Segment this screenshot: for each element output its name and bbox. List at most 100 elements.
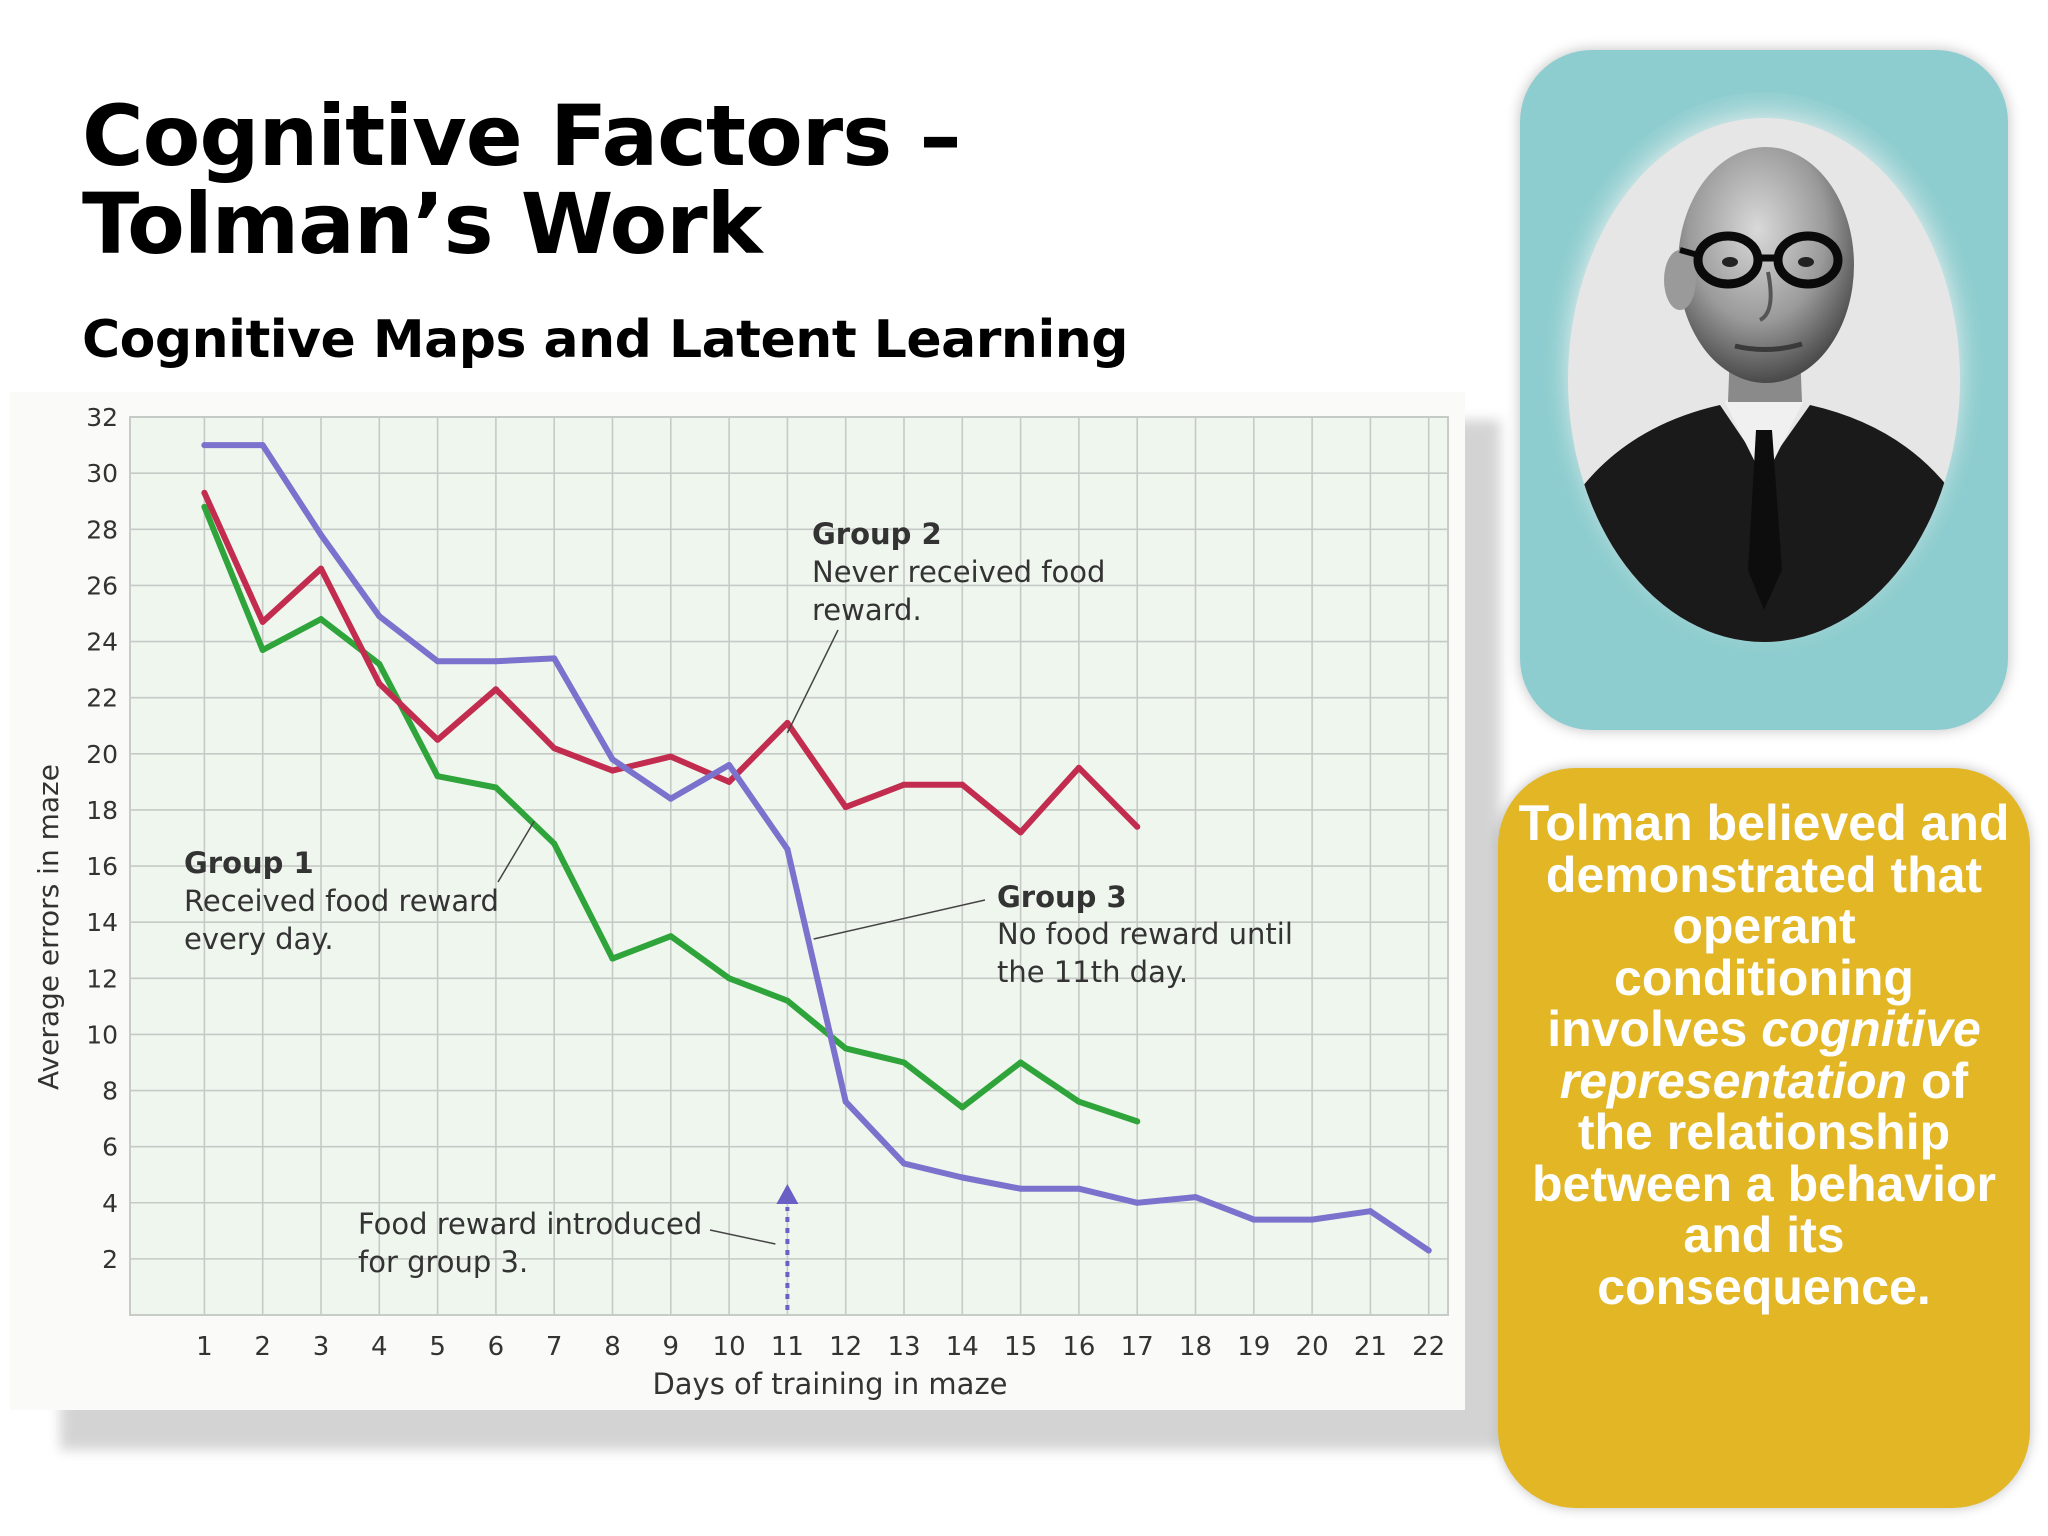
- x-tick-label: 2: [254, 1332, 271, 1362]
- group3-line2: the 11th day.: [997, 955, 1188, 989]
- series-2-point: [959, 781, 966, 788]
- man-portrait-photo: [1542, 92, 1986, 668]
- series-1-point: [318, 616, 324, 623]
- group1-line1: Received food reward: [184, 884, 499, 918]
- series-2-point: [376, 680, 383, 687]
- group2-line2: reward.: [812, 593, 922, 627]
- caption-emphasis: cognitive representation: [1559, 1001, 1981, 1109]
- x-tick-label: 19: [1237, 1332, 1270, 1362]
- series-2-point: [1134, 823, 1141, 830]
- series-1-point: [1075, 1098, 1082, 1105]
- series-1-point: [784, 997, 791, 1004]
- series-2-point: [901, 781, 907, 788]
- x-tick-label: 11: [771, 1332, 804, 1362]
- series-2-point: [551, 745, 558, 752]
- y-tick-label: 22: [86, 684, 118, 713]
- y-tick-label: 32: [86, 403, 118, 432]
- series-3-point: [1250, 1216, 1257, 1223]
- food-reward-arrowhead: [776, 1184, 799, 1204]
- x-axis-label: Days of training in maze: [652, 1367, 1007, 1401]
- group2-leader-line: [786, 629, 839, 734]
- series-3-point: [1309, 1216, 1316, 1223]
- series-2-point: [726, 778, 733, 785]
- series-2-point: [667, 753, 674, 760]
- slide-subtitle: Cognitive Maps and Latent Learning: [82, 310, 1129, 370]
- x-tick-label: 21: [1354, 1332, 1387, 1362]
- x-tick-label: 6: [488, 1332, 505, 1362]
- series-3-point: [1075, 1185, 1082, 1192]
- series-2-point: [609, 767, 616, 774]
- series-3-point: [259, 442, 266, 449]
- y-tick-label: 28: [86, 515, 118, 544]
- x-tick-label: 4: [371, 1332, 388, 1362]
- y-tick-label: 6: [102, 1133, 118, 1162]
- y-tick-label: 2: [102, 1245, 118, 1274]
- title-line-1: Cognitive Factors –: [82, 87, 961, 185]
- title-line-2: Tolman’s Work: [82, 175, 762, 273]
- series-3-point: [1367, 1208, 1374, 1215]
- series-1-point: [726, 975, 733, 982]
- series-2-point: [842, 804, 849, 811]
- series-3-point: [784, 846, 791, 853]
- group2-heading: Group 2: [812, 517, 942, 551]
- series-1-point: [667, 933, 674, 940]
- slide-title: Cognitive Factors – Tolman’s Work: [82, 92, 961, 268]
- series-2-point: [492, 686, 499, 693]
- x-tick-label: 15: [1004, 1332, 1037, 1362]
- x-tick-label: 10: [713, 1332, 746, 1362]
- caption-part2: of the relationship between a behavior a…: [1531, 1052, 1997, 1315]
- series-3-point: [726, 762, 733, 769]
- series-2-point: [201, 489, 208, 496]
- y-tick-label: 8: [102, 1077, 118, 1106]
- x-tick-label: 7: [546, 1332, 563, 1362]
- series-1-point: [492, 784, 499, 791]
- series-3-point: [609, 756, 616, 763]
- y-tick-label: 10: [86, 1020, 118, 1049]
- y-tick-label: 26: [86, 571, 118, 600]
- y-tick-label: 12: [86, 964, 118, 993]
- series-1-point: [901, 1059, 907, 1066]
- series-3-point: [434, 658, 441, 665]
- x-tick-label: 20: [1296, 1332, 1329, 1362]
- series-1-point: [259, 646, 266, 653]
- x-tick-label: 1: [196, 1332, 213, 1362]
- series-3-point: [1134, 1199, 1141, 1206]
- head: [1678, 147, 1854, 383]
- group1-heading: Group 1: [184, 846, 314, 880]
- series-line-3: [201, 442, 1432, 1254]
- series-1-point: [434, 773, 441, 780]
- food-reward-line1: Food reward introduced: [358, 1207, 702, 1241]
- x-tick-label: 5: [429, 1332, 446, 1362]
- y-tick-label: 14: [86, 908, 118, 937]
- x-tick-label: 9: [663, 1332, 680, 1362]
- food-reward-line2: for group 3.: [358, 1245, 528, 1279]
- chart-series: [201, 442, 1432, 1254]
- y-tick-label: 16: [86, 852, 118, 881]
- series-3-point: [959, 1174, 966, 1181]
- series-3-point: [551, 655, 558, 662]
- series-1-point: [959, 1104, 966, 1111]
- x-tick-label: 17: [1121, 1332, 1154, 1362]
- series-2-point: [1017, 829, 1024, 836]
- series-3-point: [1017, 1185, 1024, 1192]
- series-3-point: [901, 1160, 907, 1167]
- series-3-point: [1192, 1194, 1199, 1201]
- series-3-point: [376, 613, 383, 620]
- x-tick-label: 18: [1179, 1332, 1212, 1362]
- caption-text: Tolman believed and demonstrated that op…: [1518, 797, 2010, 1315]
- series-1-point: [1017, 1059, 1024, 1066]
- series-2-point: [434, 736, 441, 743]
- series-1-point: [201, 503, 208, 510]
- y-tick-label: 18: [86, 796, 118, 825]
- group1-line2: every day.: [184, 922, 334, 956]
- portrait-card: [1520, 50, 2008, 730]
- x-tick-label: 13: [887, 1332, 920, 1362]
- x-tick-label: 14: [946, 1332, 979, 1362]
- series-1-point: [842, 1045, 849, 1052]
- group3-line1: No food reward until: [997, 917, 1293, 951]
- series-3-point: [318, 531, 324, 538]
- group1-leader-line: [497, 820, 535, 883]
- x-tick-label: 12: [829, 1332, 862, 1362]
- series-1-point: [551, 840, 558, 847]
